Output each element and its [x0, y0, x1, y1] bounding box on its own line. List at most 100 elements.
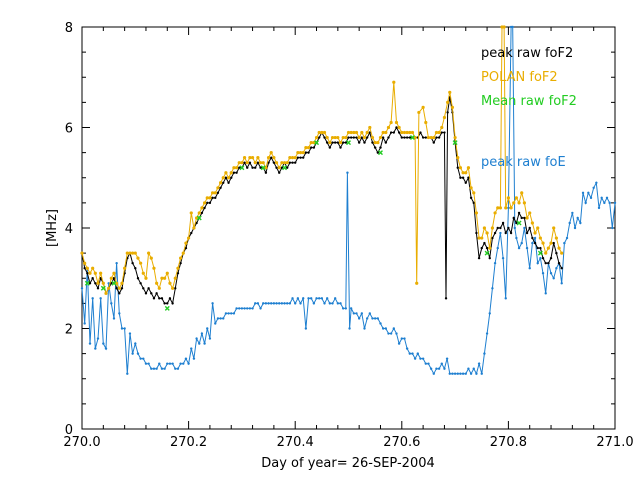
data-point	[139, 261, 143, 265]
data-point	[128, 251, 132, 255]
data-point	[208, 196, 212, 200]
data-point	[309, 146, 313, 149]
data-point	[608, 201, 611, 205]
data-point	[80, 287, 84, 290]
data-point	[581, 191, 585, 195]
data-point	[325, 135, 329, 140]
data-point	[417, 110, 421, 115]
data-point	[362, 135, 367, 140]
data-point	[507, 226, 510, 230]
data-point	[224, 171, 228, 175]
data-point	[168, 281, 172, 285]
data-point	[206, 201, 209, 205]
data-point	[117, 286, 121, 290]
data-point	[451, 372, 454, 375]
data-point	[349, 136, 353, 139]
data-point	[203, 206, 206, 210]
data-point	[555, 251, 558, 255]
data-point	[400, 337, 403, 340]
data-point	[371, 317, 374, 320]
data-point	[504, 297, 507, 300]
data-point	[496, 226, 499, 230]
data-point	[589, 196, 593, 200]
data-point	[171, 286, 175, 290]
data-point	[536, 226, 540, 230]
data-point	[278, 302, 281, 305]
data-point	[563, 241, 566, 245]
data-point	[341, 141, 345, 144]
data-point	[126, 372, 129, 375]
data-point	[461, 176, 465, 179]
data-point	[517, 201, 521, 205]
data-point	[216, 317, 220, 320]
data-point	[104, 347, 108, 350]
data-point	[443, 131, 446, 134]
data-point	[537, 250, 543, 256]
data-point	[528, 211, 532, 215]
data-point	[421, 357, 425, 360]
data-point	[109, 276, 113, 280]
data-point	[531, 236, 534, 240]
data-point	[554, 236, 558, 240]
data-point	[341, 135, 345, 140]
data-point	[453, 372, 457, 375]
data-point	[142, 287, 145, 290]
data-point	[176, 266, 180, 270]
data-point	[419, 357, 422, 360]
data-point	[466, 166, 471, 170]
data-point	[467, 367, 470, 370]
data-point	[163, 367, 166, 370]
data-point	[227, 312, 230, 315]
data-point	[242, 156, 247, 160]
data-point	[280, 166, 284, 169]
data-point	[301, 151, 305, 155]
data-point	[394, 120, 399, 125]
data-point	[227, 181, 230, 184]
data-point	[432, 135, 436, 140]
data-point	[299, 156, 302, 159]
data-point	[400, 136, 403, 139]
data-point	[541, 241, 545, 245]
data-point	[136, 352, 140, 355]
data-point	[85, 266, 89, 270]
data-point	[80, 251, 84, 255]
data-point	[214, 196, 217, 200]
data-point	[387, 136, 390, 139]
data-point	[437, 367, 441, 370]
data-point	[507, 206, 510, 210]
data-point	[405, 136, 409, 139]
data-point	[365, 317, 369, 320]
data-point	[472, 191, 476, 195]
data-point	[352, 130, 356, 135]
data-point	[381, 130, 385, 135]
data-point	[600, 196, 603, 200]
data-point	[544, 292, 547, 295]
data-point	[437, 136, 441, 139]
data-point	[264, 166, 268, 170]
data-point	[344, 135, 348, 140]
data-point	[248, 161, 252, 164]
data-point	[579, 221, 582, 225]
data-point	[306, 146, 311, 150]
data-point	[392, 327, 396, 330]
data-point	[464, 171, 468, 175]
data-point	[410, 130, 415, 135]
data-point	[560, 251, 564, 255]
data-point	[413, 135, 417, 140]
data-point	[352, 136, 356, 139]
data-point	[144, 276, 148, 280]
y-axis-title: [MHz]	[45, 209, 60, 247]
data-point	[446, 111, 449, 114]
data-point	[112, 317, 116, 320]
data-point	[333, 135, 337, 140]
data-point	[611, 226, 614, 230]
data-point	[259, 307, 262, 310]
data-point	[234, 166, 239, 170]
data-point	[541, 272, 545, 275]
data-point	[522, 201, 526, 205]
data-point	[115, 287, 118, 290]
data-point	[309, 140, 313, 145]
data-point	[530, 221, 534, 225]
data-point	[210, 191, 215, 195]
data-point	[272, 156, 276, 160]
